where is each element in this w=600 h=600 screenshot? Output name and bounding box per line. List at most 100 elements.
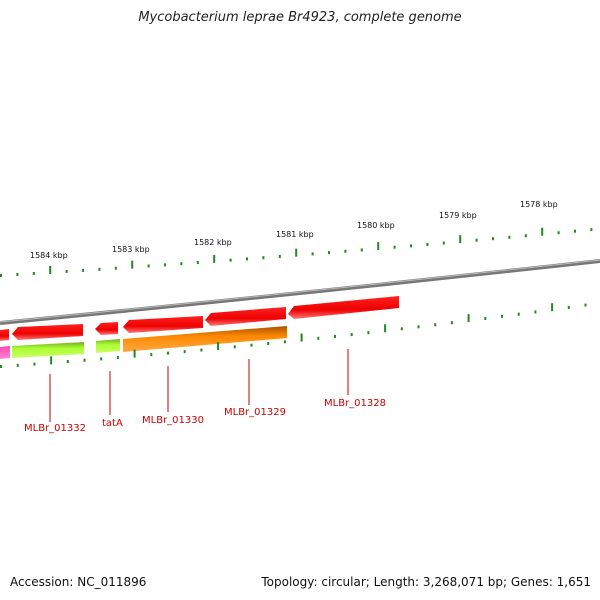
minor-tick [328,251,330,255]
minor-tick [567,305,570,309]
minor-tick [278,254,281,258]
minor-tick [367,331,370,335]
scale-label-1579: 1579 kbp [439,211,477,220]
minor-tick [475,238,478,242]
map-title: Mycobacterium leprae Br4923, complete ge… [138,10,462,25]
minor-tick [517,312,520,316]
outer-scale-ticks [0,227,593,277]
minor-tick [66,360,69,364]
minor-tick [557,231,560,235]
cds-arrow-mlbr-01328[interactable] [288,296,399,319]
minor-tick [250,343,253,347]
minor-tick [33,362,36,366]
major-tick [217,341,220,350]
minor-tick [393,245,396,249]
feature-lime-block-1[interactable] [12,342,84,358]
minor-tick [183,350,186,354]
minor-tick [360,248,363,252]
minor-tick [283,340,286,344]
minor-tick [100,357,103,361]
minor-tick [16,273,19,277]
minor-tick [167,351,169,355]
feature-lime-block-2[interactable] [96,339,120,353]
major-tick [467,314,470,323]
inner-scale-ticks [0,303,587,368]
scale-label-1581: 1581 kbp [276,230,314,239]
minor-tick [334,334,336,338]
minor-tick [262,256,265,260]
minor-tick [417,325,420,329]
major-tick [551,303,554,312]
scale-label-1584: 1584 kbp [30,251,68,260]
minor-tick [484,317,487,321]
minor-tick [98,267,101,271]
minor-tick [0,365,2,368]
major-tick [50,356,53,365]
minor-tick [434,323,437,327]
cds-arrow-mlbr-01332[interactable] [12,324,83,340]
cds-arrow-left-edge[interactable] [0,329,9,341]
scale-label-1582: 1582 kbp [194,238,232,247]
minor-tick [450,321,453,325]
minor-tick [147,264,150,268]
minor-tick [311,252,314,256]
scale-label-1580: 1580 kbp [357,221,395,230]
minor-tick [233,345,236,349]
minor-tick [16,363,19,367]
minor-tick [116,355,119,359]
minor-tick [492,237,494,241]
gene-label-mlbr-01330[interactable]: MLBr_01330 [142,415,204,426]
accession-text: Accession: NC_011896 [10,575,147,589]
scale-label-1578: 1578 kbp [520,200,558,209]
gene-label-leaders [49,349,349,422]
major-tick [541,227,544,236]
minor-tick [246,257,248,261]
minor-tick [410,244,412,248]
minor-tick [180,262,183,266]
minor-tick [350,333,353,337]
minor-tick [508,235,511,239]
minor-tick [534,310,537,314]
minor-tick [344,249,347,253]
minor-tick [0,274,2,277]
minor-tick [267,342,270,346]
minor-tick [200,348,203,352]
cds-arrow-mlbr-01330[interactable] [123,316,203,333]
minor-tick [65,269,68,273]
cds-arrow-mlbr-01329[interactable] [205,307,286,326]
minor-tick [584,303,587,307]
minor-tick [442,241,445,245]
minor-tick [32,271,35,275]
scale-label-1583: 1583 kbp [112,245,150,254]
reverse-strand-features [0,326,287,359]
minor-tick [114,266,117,270]
major-tick [295,248,298,257]
major-tick [300,333,303,342]
cds-arrow-tata[interactable] [95,322,118,335]
gene-label-mlbr-01332[interactable]: MLBr_01332 [24,423,86,434]
major-tick [133,349,136,358]
minor-tick [229,258,232,262]
major-tick [131,260,134,269]
major-tick [459,235,462,244]
feature-orange-block[interactable] [123,326,287,352]
minor-tick [317,336,320,340]
major-tick [49,265,52,274]
gene-label-tata[interactable]: tatA [102,418,123,429]
forward-strand-features [0,296,399,341]
minor-tick [82,268,84,272]
genome-backbone [0,259,600,325]
major-tick [213,254,216,263]
minor-tick [590,228,593,232]
major-tick [384,324,387,333]
minor-tick [150,353,153,357]
feature-magenta-block[interactable] [0,346,10,359]
minor-tick [400,327,403,331]
major-tick [377,242,380,251]
genome-summary-text: Topology: circular; Length: 3,268,071 bp… [261,575,591,589]
gene-label-mlbr-01329[interactable]: MLBr_01329 [224,407,286,418]
gene-label-mlbr-01328[interactable]: MLBr_01328 [324,398,386,409]
minor-tick [196,261,199,265]
